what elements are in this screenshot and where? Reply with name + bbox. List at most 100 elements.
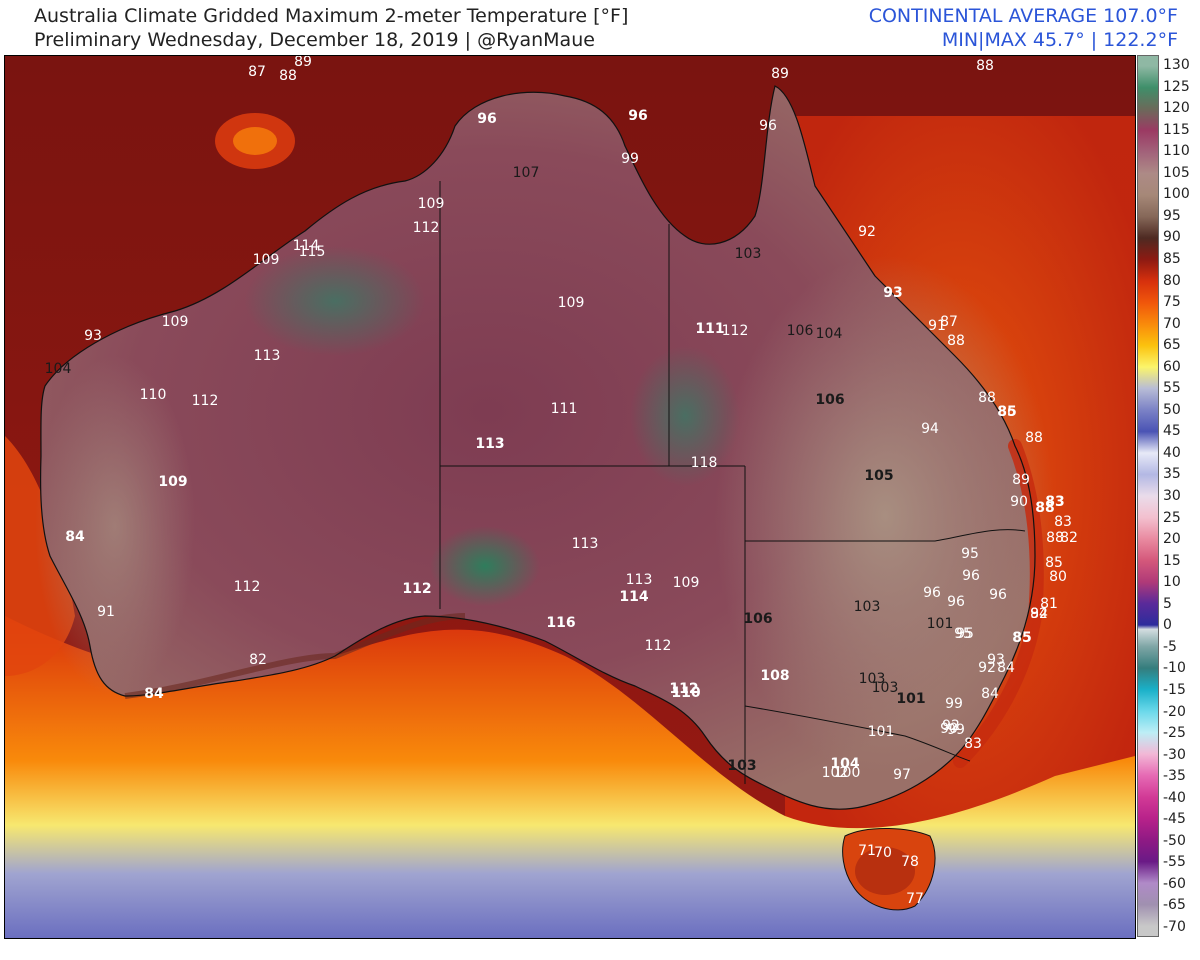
colorbar-tick-labels: 130 125 120 115 110 105 100 95 90 85 80 75 70 65 60 55 5… [1161,55,1200,937]
station-temperature-label: 88 [947,333,965,349]
station-temperature-label: 99 [947,722,965,738]
station-temperature-label: 109 [252,252,280,268]
colorbar-tick: -35 [1163,768,1186,785]
colorbar-tick: -65 [1163,897,1186,914]
station-temperature-label: 85 [1012,630,1032,646]
coastline [39,85,1036,810]
station-temperature-label: 110 [671,685,701,701]
station-temperature-label: 112 [644,638,672,654]
station-temperature-label: 77 [906,891,924,907]
eastern-land-cooler [715,256,1055,776]
station-temperature-label: 91 [97,604,115,620]
colorbar-tick: -30 [1163,746,1186,763]
station-temperature-label: 82 [249,652,267,668]
station-temperature-label: 96 [989,587,1007,603]
station-temperature-label: 103 [727,758,757,774]
station-temperature-label: 108 [760,668,790,684]
colorbar-tick: -10 [1163,660,1186,677]
station-temperature-label: 95 [956,626,974,642]
south-australia-hot-region [430,526,540,606]
colorbar-tick: 70 [1163,315,1181,332]
station-temperature-label: 84 [1030,606,1048,622]
station-temperature-label: 87 [940,314,958,330]
title-line-2: Preliminary Wednesday, December 18, 2019… [34,29,595,51]
station-temperature-label: 84 [65,529,85,545]
colorbar-tick: -45 [1163,811,1186,828]
station-temperature-label: 89 [294,55,312,70]
station-temperature-label: 96 [759,118,777,134]
colorbar-tick: -55 [1163,854,1186,871]
station-temperature-label: 106 [786,323,814,339]
colorbar-tick: 30 [1163,488,1181,504]
station-temperature-label: 92 [942,718,960,734]
station-temperature-label: 104 [830,756,860,772]
colorbar-tick: -5 [1163,638,1177,655]
station-temperature-label: 93 [987,652,1005,668]
station-temperature-label: 84 [144,686,164,702]
station-temperature-label: 99 [621,151,639,167]
station-temperature-label: 100 [833,765,861,781]
colorbar-tick: 10 [1163,574,1181,591]
station-temperature-label: 112 [402,581,432,597]
station-temperature-label: 92 [978,660,996,676]
statistics-readout: CONTINENTAL AVERAGE 107.0°F MIN|MAX 45.7… [869,4,1178,52]
station-temperature-label: 88 [1046,530,1064,546]
station-temperature-label: 103 [734,246,762,262]
station-temperature-label: 83 [1045,494,1065,510]
state-borders [439,181,1026,784]
colorbar-tick: 90 [1163,229,1181,246]
station-temperature-label: 89 [1012,472,1030,488]
station-temperature-label: 82 [1060,530,1078,546]
east-coast-hot-fringe [953,439,1044,768]
temperature-map: 87 88 89 89 88 96 96 96 99 107 109 112 114 115 109 109 1… [4,55,1136,939]
colorbar-tick: 100 [1163,186,1190,203]
colorbar-tick: 45 [1163,423,1181,440]
colorbar-tick: 95 [1163,207,1181,224]
colorbar-tick: 130 [1163,57,1190,73]
colorbar-tick: -25 [1163,725,1186,742]
colorbar-tick: 5 [1163,595,1172,612]
colorbar-tick: 20 [1163,531,1181,548]
station-temperature-label: 92 [858,224,876,240]
station-temperature-label: 87 [248,64,266,80]
colorbar-tick: 120 [1163,100,1190,117]
colorbar-tick: 40 [1163,444,1181,461]
station-temperature-label: 114 [292,238,320,254]
station-temperature-label: 83 [1054,514,1072,530]
station-temperature-label: 113 [253,348,281,364]
colorbar-tick: 75 [1163,294,1181,311]
colorbar-tick: 105 [1163,164,1190,181]
colorbar-tick: -50 [1163,832,1186,849]
station-temperature-label: 101 [896,691,926,707]
station-temperature-label: 106 [743,611,773,627]
map-canvas [5,56,1135,938]
station-temperature-label: 115 [298,244,326,260]
station-temperature-label: 101 [926,616,954,632]
station-temperature-label: 99 [945,696,963,712]
station-temperature-label: 105 [864,468,894,484]
station-temperature-label: 84 [997,660,1015,676]
colorbar-tick: 50 [1163,401,1181,418]
station-temperature-label: 84 [981,686,999,702]
temperature-colorbar [1137,55,1159,937]
colorbar-tick: 110 [1163,143,1190,160]
station-temperature-label: 102 [821,765,849,781]
western-land-cooler [35,356,195,696]
station-temperature-label: 118 [690,455,718,471]
station-temperature-label: 109 [158,474,188,490]
station-temperature-label: 112 [721,323,749,339]
station-temperature-label: 83 [964,736,982,752]
min-max-label: MIN|MAX 45.7° | 122.2°F [941,29,1178,51]
colorbar-tick: 60 [1163,358,1181,375]
station-temperature-label: 113 [475,436,505,452]
tasmania-core [855,847,915,895]
colorbar-tick: 125 [1163,78,1190,95]
border-qld-nsw [745,529,1026,542]
station-temperature-label: 110 [139,387,167,403]
colorbar-tick: -40 [1163,789,1186,806]
station-temperature-label: 90 [940,721,958,737]
colorbar-tick: 15 [1163,552,1181,569]
south-coast-fringe [124,613,466,699]
station-temperature-label: 90 [1010,494,1028,510]
station-temperature-label: 106 [815,392,845,408]
